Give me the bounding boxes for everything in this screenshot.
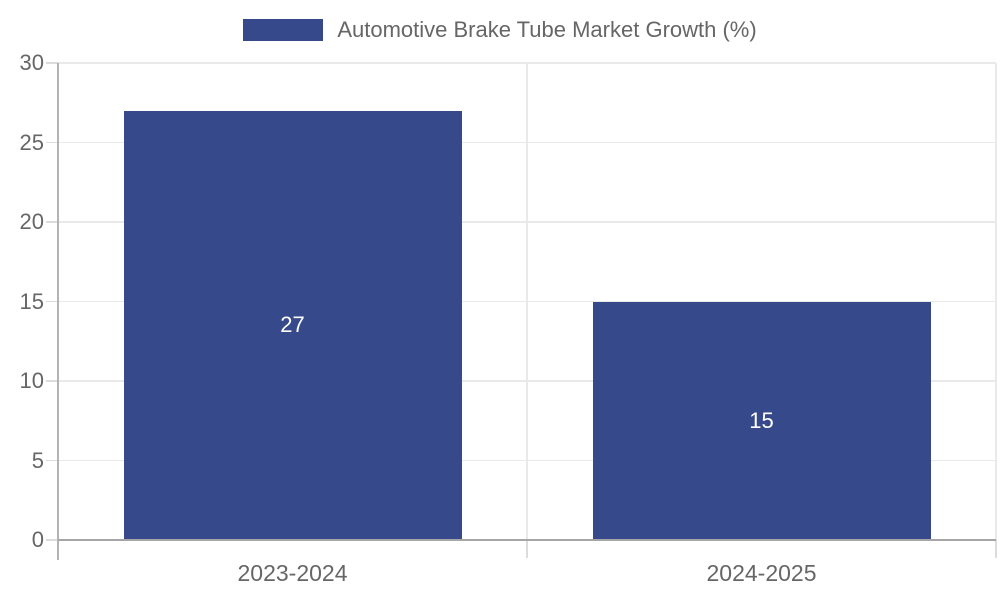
x-tick-label: 2024-2025 [706,560,817,586]
y-tick-mark [46,380,58,382]
y-tick-label: 20 [19,209,44,234]
y-tick-mark [46,300,58,303]
bar-value-label: 15 [749,407,774,433]
legend-label: Automotive Brake Tube Market Growth (%) [337,17,757,42]
y-tick-mark [46,221,58,223]
y-tick-mark [46,539,58,541]
x-tick-mark [995,540,997,558]
x-tick-label: 2023-2024 [237,560,348,586]
gridline-x [526,63,528,540]
legend[interactable]: Automotive Brake Tube Market Growth (%) [0,17,1000,43]
y-axis-line [57,63,59,560]
bar-value-label: 27 [280,312,305,338]
y-tick-label: 15 [19,288,44,314]
y-tick-mark [46,459,58,462]
y-tick-label: 10 [19,368,44,393]
y-tick-label: 30 [19,50,44,75]
y-tick-label: 0 [31,527,44,552]
y-tick-mark [46,62,58,64]
gridline-x [995,63,997,540]
x-tick-mark [526,540,528,558]
y-tick-label: 25 [19,129,44,155]
bar[interactable]: 27 [123,110,462,540]
y-tick-mark [46,141,58,144]
legend-swatch [243,19,324,41]
y-tick-label: 5 [31,447,44,473]
x-axis-line [58,539,996,541]
bar[interactable]: 15 [592,301,931,540]
